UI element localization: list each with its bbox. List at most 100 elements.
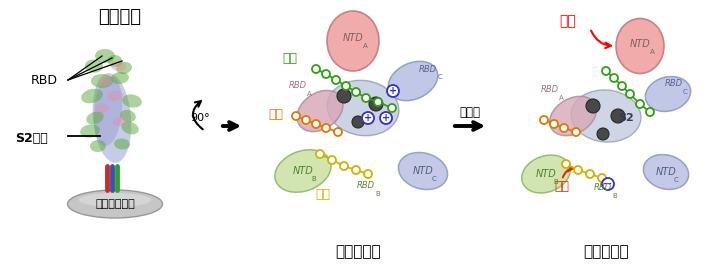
Text: NTD: NTD [656,167,676,177]
Circle shape [540,116,548,124]
Circle shape [602,67,610,75]
Ellipse shape [110,61,126,71]
Circle shape [364,170,372,178]
Circle shape [362,112,374,124]
Text: NTD: NTD [292,166,313,176]
Circle shape [550,120,558,128]
Ellipse shape [121,122,139,134]
Text: C: C [674,177,678,183]
Text: RBD: RBD [541,85,559,94]
Circle shape [586,170,594,178]
Circle shape [292,112,300,120]
Ellipse shape [644,155,688,189]
Text: −: − [603,179,613,189]
Text: A: A [559,95,563,101]
Text: A: A [307,91,311,97]
Circle shape [626,90,634,98]
Circle shape [369,97,383,111]
Text: 糖链: 糖链 [269,107,284,120]
Ellipse shape [94,76,122,146]
Ellipse shape [571,90,641,142]
Text: RBD: RBD [665,80,683,89]
Ellipse shape [522,155,570,193]
Text: NTD: NTD [343,33,364,43]
Text: S2: S2 [618,113,634,123]
Text: 脱落: 脱落 [559,14,577,28]
Circle shape [322,124,330,132]
Ellipse shape [327,11,379,71]
Ellipse shape [81,89,103,103]
Text: 刺突蛋白: 刺突蛋白 [99,8,142,26]
Ellipse shape [616,19,664,73]
Ellipse shape [90,140,106,152]
Circle shape [332,76,340,84]
Circle shape [597,128,609,140]
Circle shape [334,128,342,136]
Ellipse shape [68,190,163,218]
Circle shape [560,124,568,132]
Ellipse shape [398,152,448,190]
Text: C: C [438,74,442,80]
Ellipse shape [327,80,399,136]
Circle shape [302,116,310,124]
Text: NTD: NTD [629,39,650,49]
Ellipse shape [107,91,123,101]
Circle shape [352,116,364,128]
Text: A: A [649,49,654,55]
Ellipse shape [80,124,100,138]
Text: NTD: NTD [413,166,433,176]
Circle shape [636,100,644,108]
Circle shape [342,82,350,90]
Text: NTD: NTD [536,169,557,179]
Circle shape [610,74,618,82]
Circle shape [387,85,399,97]
Circle shape [352,166,360,174]
Text: B: B [554,179,559,185]
Text: 90°: 90° [190,113,210,123]
Text: 进入: 进入 [554,180,570,193]
Circle shape [388,104,396,112]
Text: +: + [364,113,372,123]
Ellipse shape [111,72,129,84]
Ellipse shape [297,90,343,132]
Text: C: C [683,89,688,95]
Text: S2亚基: S2亚基 [15,131,48,144]
Circle shape [618,82,626,90]
Circle shape [362,94,370,102]
Ellipse shape [120,110,136,122]
Ellipse shape [93,73,131,163]
Circle shape [586,99,600,113]
Circle shape [562,160,570,168]
Text: +: + [389,86,397,96]
Circle shape [337,89,351,103]
Ellipse shape [275,150,331,192]
Ellipse shape [91,74,113,88]
Circle shape [340,162,348,170]
Circle shape [312,65,320,73]
Circle shape [312,120,320,128]
Text: RBD: RBD [289,81,307,90]
Circle shape [598,174,606,182]
Text: RBD: RBD [357,181,375,190]
Circle shape [374,98,382,106]
Circle shape [322,70,330,78]
Text: 向下型结构: 向下型结构 [336,244,381,260]
Ellipse shape [98,76,112,86]
Text: +: + [382,113,390,123]
Ellipse shape [95,103,109,113]
Ellipse shape [85,60,103,73]
Ellipse shape [116,62,132,74]
Circle shape [380,112,392,124]
Text: C: C [431,176,436,182]
Circle shape [328,156,336,164]
Text: 糖链: 糖链 [282,52,297,64]
Text: RBD: RBD [594,184,612,193]
Text: RBD: RBD [419,65,437,74]
Ellipse shape [112,116,127,126]
Circle shape [602,178,614,190]
Text: A: A [363,43,367,49]
Circle shape [316,150,324,158]
Text: RBD: RBD [31,73,58,86]
Ellipse shape [122,94,142,108]
Ellipse shape [95,49,115,63]
